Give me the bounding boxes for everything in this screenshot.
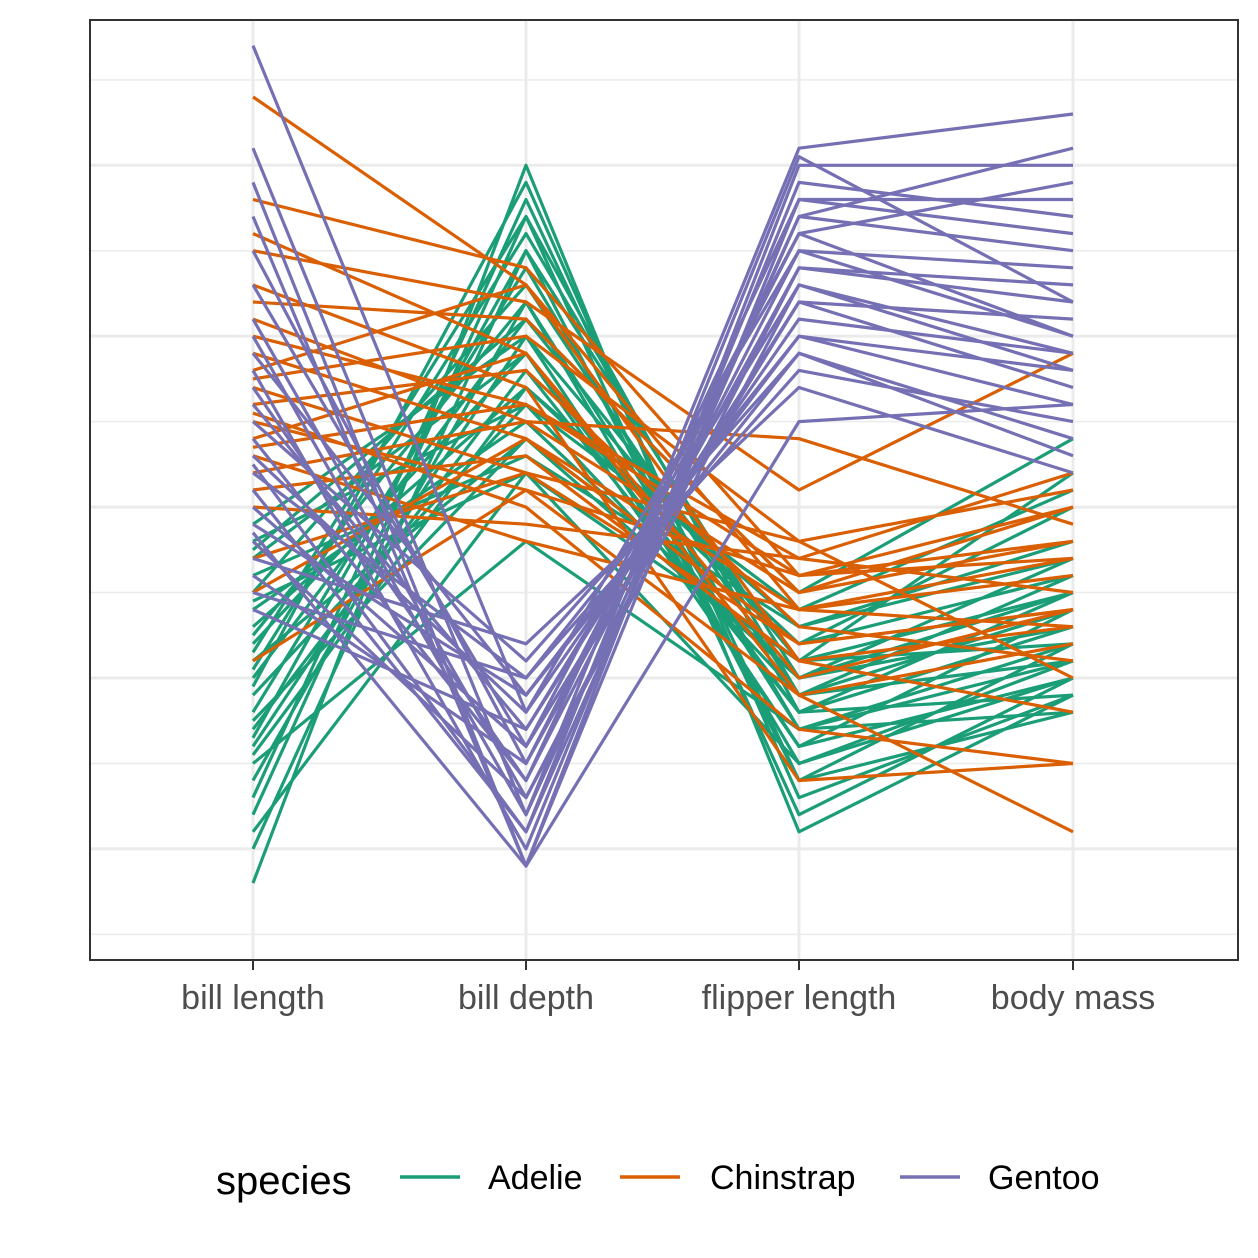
- data-line: [252, 334, 1074, 680]
- data-line: [252, 454, 1074, 612]
- plot-border: [89, 19, 1239, 961]
- data-line: [252, 95, 1074, 612]
- legend-label-chinstrap: Chinstrap: [710, 1159, 856, 1197]
- data-line: [252, 411, 1074, 766]
- data-line: [252, 197, 1074, 578]
- legend-label-gentoo: Gentoo: [988, 1159, 1100, 1197]
- data-line: [252, 249, 1074, 492]
- x-tick-label: bill length: [181, 979, 325, 1017]
- x-tick-label: bill depth: [458, 979, 594, 1017]
- data-line: [251, 283, 1074, 800]
- data-line: [251, 402, 1074, 868]
- data-line: [251, 146, 1074, 817]
- data-lines: [251, 44, 1074, 884]
- data-line: [251, 112, 1074, 817]
- x-axis: bill length bill depth flipper length body …: [181, 960, 1155, 1017]
- legend-title: species: [216, 1159, 352, 1203]
- x-tick-label: flipper length: [702, 979, 897, 1017]
- x-tick-label: body mass: [991, 979, 1155, 1017]
- data-line: [252, 283, 1074, 783]
- data-line: [252, 283, 1074, 731]
- series-gentoo: [251, 44, 1074, 868]
- legend-label-adelie: Adelie: [488, 1159, 583, 1197]
- data-line: [251, 214, 1074, 714]
- data-line: [251, 155, 1074, 834]
- legend: species Adelie Chinstrap Gentoo: [216, 1159, 1100, 1203]
- data-line: [252, 317, 1074, 526]
- data-line: [252, 351, 1074, 697]
